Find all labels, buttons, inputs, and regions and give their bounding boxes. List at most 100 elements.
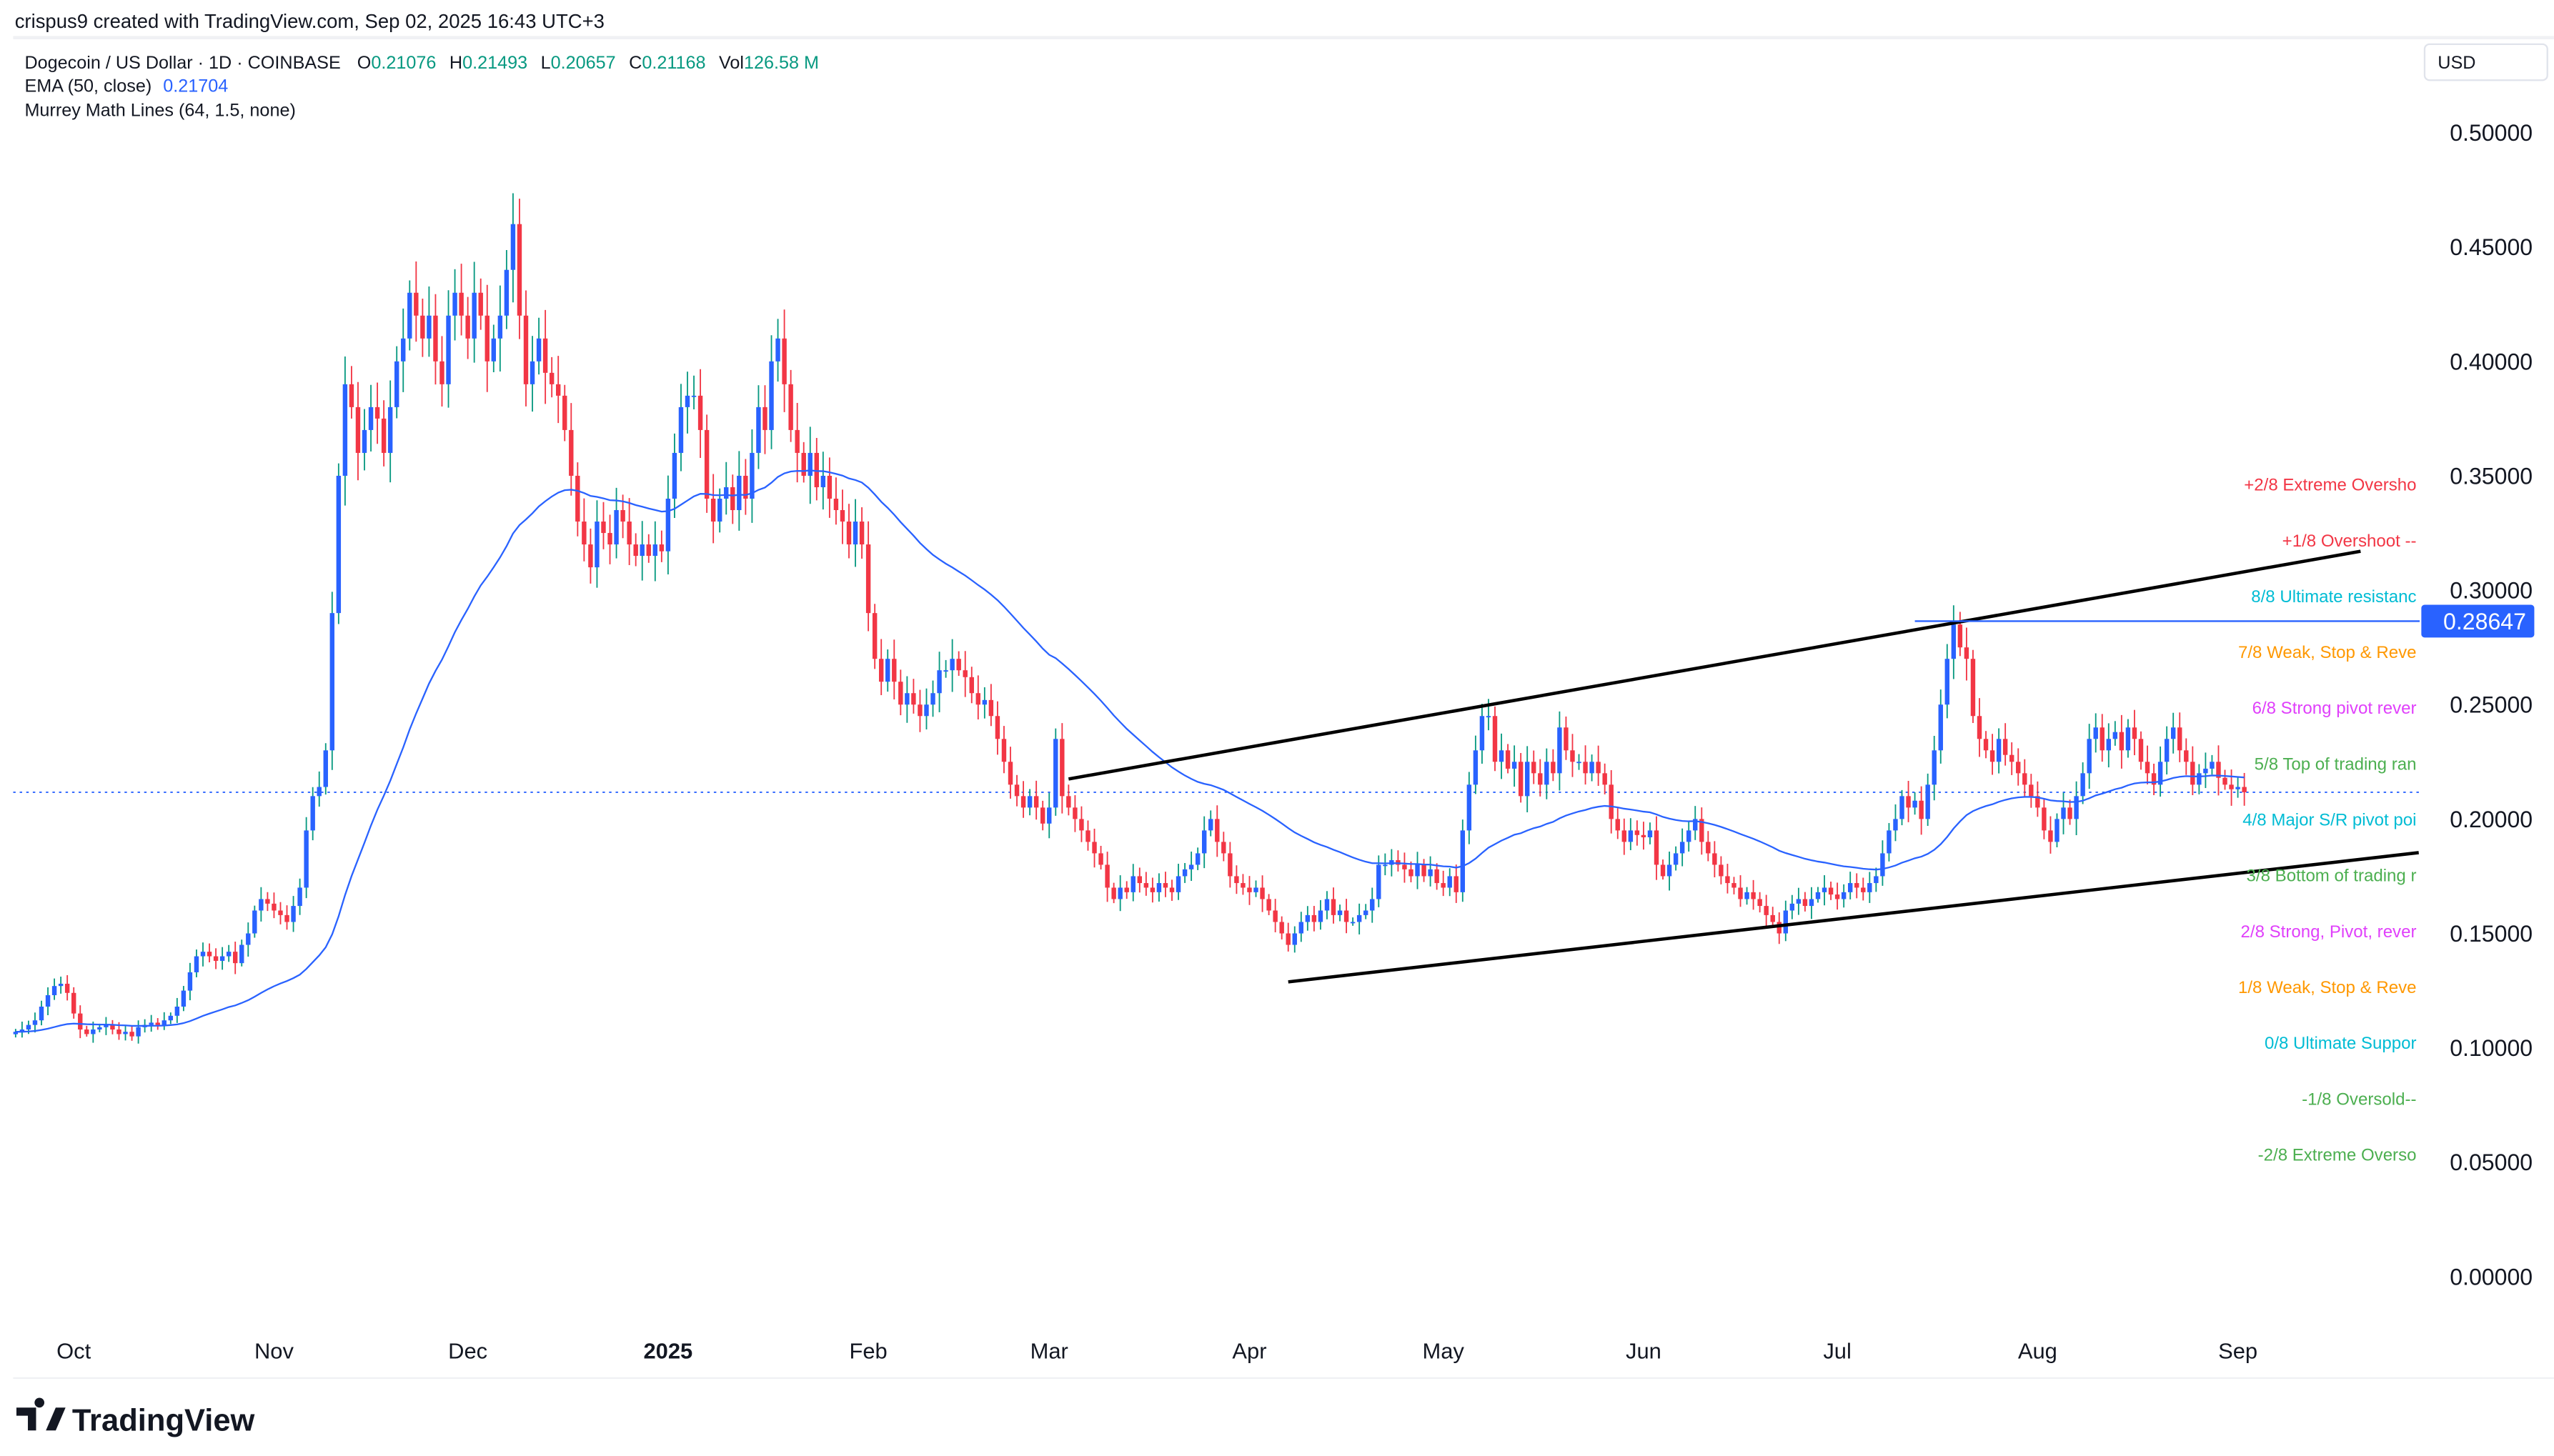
trendline[interactable] <box>1288 851 2419 984</box>
candle-body <box>769 361 774 430</box>
candle <box>1699 807 1704 855</box>
candle <box>433 294 438 385</box>
candle-body <box>2125 727 2131 751</box>
candle-body <box>2229 784 2234 789</box>
candle <box>737 451 742 531</box>
candle <box>291 896 296 932</box>
candle <box>1719 856 1724 884</box>
candle <box>1977 698 1982 757</box>
candle <box>710 474 716 544</box>
candle-body <box>1383 864 1388 867</box>
candle <box>1557 711 1562 791</box>
legend-murrey[interactable]: Murrey Math Lines (64, 1.5, none) <box>24 101 295 121</box>
x-tick-label: Nov <box>254 1338 294 1363</box>
candle <box>1511 745 1517 787</box>
trendline[interactable] <box>1068 549 2361 781</box>
candle-body <box>846 522 852 545</box>
candle <box>1492 706 1498 772</box>
candle-body <box>1777 922 1782 934</box>
candle-body <box>1596 762 1601 774</box>
candle-body <box>1764 906 1769 915</box>
candle-body <box>1241 883 1246 888</box>
candle <box>575 462 580 537</box>
candle <box>2138 731 2144 770</box>
candle-body <box>1324 899 1330 911</box>
candle-body <box>730 487 735 511</box>
candle <box>1176 864 1181 900</box>
candle <box>1479 704 1485 764</box>
candle-body <box>646 544 651 557</box>
murrey-level-label: 8/8 Ultimate resistanc <box>2251 587 2416 607</box>
candle <box>1777 912 1782 944</box>
candle-body <box>2216 762 2221 778</box>
candle <box>1854 873 1859 899</box>
candle <box>2009 742 2014 775</box>
candle-body <box>1679 842 1685 854</box>
volume-value: 126.58 M <box>744 53 819 73</box>
candle <box>1925 773 1930 826</box>
legend-ema[interactable]: EMA (50, close) 0.21704 <box>24 76 228 96</box>
candle <box>1693 806 1698 840</box>
candle <box>549 356 555 398</box>
candle-body <box>2145 762 2150 774</box>
murrey-level-label: +1/8 Overshoot -- <box>2282 532 2417 551</box>
candle-body <box>91 1029 96 1034</box>
candle <box>1105 852 1110 902</box>
candle <box>246 922 251 957</box>
murrey-level-label: 0/8 Ultimate Suppor <box>2265 1034 2417 1053</box>
candle-body <box>1343 910 1349 922</box>
candle <box>485 284 490 392</box>
candle-body <box>252 910 257 934</box>
h-label: H <box>449 53 462 73</box>
candle <box>1861 877 1866 901</box>
candle-body <box>1221 842 1226 854</box>
candle-body <box>2074 796 2079 819</box>
tradingview-logo[interactable]: TradingView <box>16 1397 255 1437</box>
candle-body <box>1421 864 1426 877</box>
plot-area[interactable]: +2/8 Extreme Oversho +1/8 Overshoot -- 8/8… <box>13 193 2420 1165</box>
candle-body <box>1789 903 1795 911</box>
candle <box>956 651 961 676</box>
candle-body <box>1822 887 1827 892</box>
candle <box>465 296 470 359</box>
candle <box>1641 822 1646 850</box>
candle <box>336 463 342 624</box>
candle <box>1182 862 1188 883</box>
candle-body <box>1906 796 1911 808</box>
candle-body <box>2151 773 2157 785</box>
currency-button[interactable]: USD <box>2423 43 2548 81</box>
candle-body <box>1156 883 1162 892</box>
candle-body <box>1266 899 1271 911</box>
candle <box>219 947 225 970</box>
candle-body <box>2022 773 2027 785</box>
candle-body <box>756 407 761 453</box>
candle-body <box>1150 887 1156 892</box>
candle <box>762 385 767 454</box>
candle-body <box>1551 762 1556 774</box>
candle <box>1343 899 1349 934</box>
candle <box>1111 882 1116 904</box>
candle-body <box>1544 762 1549 785</box>
candle <box>1466 772 1472 844</box>
symbol-label[interactable]: Dogecoin / US Dollar · 1D · COINBASE <box>24 53 340 73</box>
candle <box>1124 881 1129 899</box>
candle <box>1033 780 1039 820</box>
candle-body <box>1053 739 1058 808</box>
candle <box>1751 879 1756 910</box>
candle-body <box>2157 762 2163 785</box>
murrey-level-label: -1/8 Oversold-- <box>2302 1089 2416 1109</box>
candle-body <box>1699 819 1704 842</box>
candle-body <box>1279 922 1284 934</box>
candle-body <box>1363 910 1368 915</box>
candle-body <box>1531 762 1536 774</box>
candle-body <box>1989 750 1995 762</box>
candle <box>743 459 748 515</box>
candle <box>1789 894 1795 919</box>
candle <box>1073 795 1078 832</box>
legend: Dogecoin / US Dollar · 1D · COINBASE O0.… <box>24 53 819 120</box>
candle <box>355 382 361 481</box>
candle-body <box>401 338 406 361</box>
x-tick-label: 2025 <box>644 1338 693 1363</box>
candle-body <box>45 994 51 1007</box>
